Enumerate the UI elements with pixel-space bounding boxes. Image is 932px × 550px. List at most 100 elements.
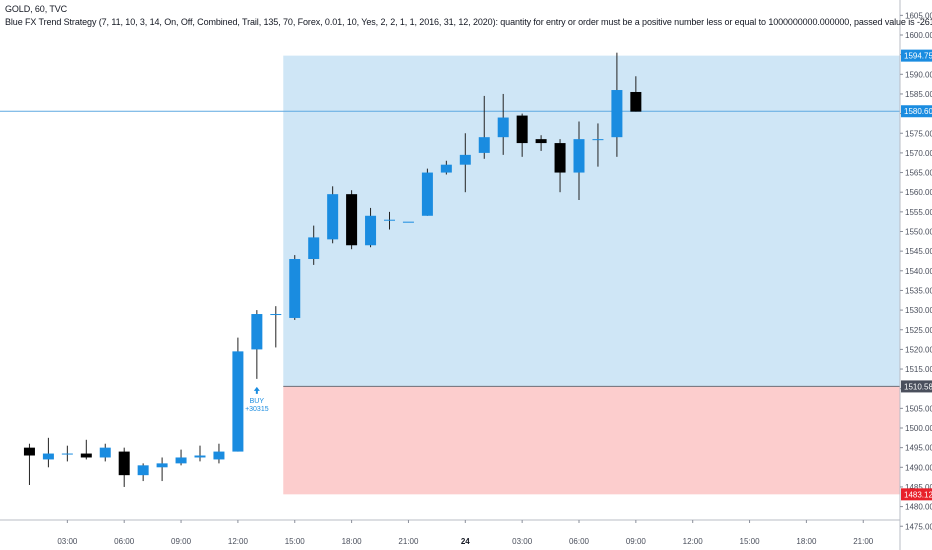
stop-price-tag: 1483.12 — [901, 488, 932, 501]
time-tick-label: 15:00 — [285, 537, 306, 546]
price-tick-label: 1565.00 — [905, 169, 932, 178]
candle[interactable] — [232, 337, 244, 452]
candle[interactable] — [80, 439, 92, 460]
candle-body — [194, 455, 206, 458]
price-tick-label: 1540.00 — [905, 267, 932, 276]
candle[interactable] — [478, 95, 490, 159]
price-tick-label: 1495.00 — [905, 444, 932, 453]
price-tick-label: 1545.00 — [905, 247, 932, 256]
candle[interactable] — [99, 443, 111, 462]
buy-arrow-icon — [253, 386, 260, 394]
target-price-tag: 1594.75 — [901, 49, 932, 62]
candle[interactable] — [213, 443, 225, 464]
candle-body — [535, 139, 547, 144]
price-tick-label: 1520.00 — [905, 345, 932, 354]
candle[interactable] — [42, 437, 54, 468]
candle[interactable] — [459, 133, 471, 193]
candle-body — [630, 91, 642, 112]
price-tick-label: 1550.00 — [905, 228, 932, 237]
strategy-status-line: Blue FX Trend Strategy (7, 11, 10, 3, 14… — [5, 17, 932, 27]
candle[interactable] — [554, 139, 566, 193]
candle[interactable] — [175, 449, 187, 466]
price-tick-label: 1560.00 — [905, 188, 932, 197]
price-tick-label: 1500.00 — [905, 424, 932, 433]
candle-body — [270, 314, 282, 316]
time-tick-label: 21:00 — [853, 537, 874, 546]
candle[interactable] — [592, 123, 604, 167]
price-tick-label: 1525.00 — [905, 326, 932, 335]
candle-body — [251, 314, 263, 350]
time-tick-label: 06:00 — [114, 537, 135, 546]
current-price-tag-text: 1580.60 — [904, 107, 932, 116]
candle-body — [459, 154, 471, 165]
time-tick-label: 15:00 — [740, 537, 761, 546]
candle-body — [137, 465, 149, 476]
candle-body — [402, 221, 414, 223]
candle[interactable] — [270, 306, 282, 348]
price-tick-label: 1600.00 — [905, 31, 932, 40]
candle-body — [611, 90, 623, 138]
candle-body — [308, 237, 320, 260]
time-tick-label: 09:00 — [626, 537, 647, 546]
candle[interactable] — [573, 121, 585, 201]
time-tick-label: 12:00 — [228, 537, 249, 546]
candle[interactable] — [440, 160, 452, 175]
candle[interactable] — [384, 211, 395, 230]
candle[interactable] — [251, 310, 263, 379]
time-tick-label: 18:00 — [342, 537, 363, 546]
candle-body — [327, 194, 339, 240]
candle-body — [80, 453, 92, 458]
candle[interactable] — [23, 443, 35, 485]
candle[interactable] — [327, 186, 339, 244]
candle-body — [23, 447, 35, 456]
candle[interactable] — [535, 135, 547, 151]
entry-price-tag-bg — [901, 380, 932, 393]
candle-body — [175, 457, 187, 464]
candle[interactable] — [421, 168, 433, 216]
time-tick-label: 21:00 — [398, 537, 419, 546]
candle[interactable] — [346, 190, 358, 250]
stop-price-tag-bg — [901, 488, 932, 501]
price-tick-label: 1590.00 — [905, 70, 932, 79]
price-tick-label: 1490.00 — [905, 463, 932, 472]
candle[interactable] — [402, 221, 414, 223]
symbol-title: GOLD, 60, TVC — [5, 4, 68, 14]
candle[interactable] — [289, 255, 301, 320]
candle-body — [365, 215, 377, 246]
time-tick-label: 09:00 — [171, 537, 192, 546]
candle-body — [99, 447, 111, 458]
price-tick-label: 1480.00 — [905, 503, 932, 512]
candle[interactable] — [308, 225, 320, 265]
candle-body — [42, 453, 54, 460]
candle-body — [573, 139, 585, 173]
candle[interactable] — [61, 445, 73, 462]
price-tick-label: 1585.00 — [905, 90, 932, 99]
candle[interactable] — [194, 445, 206, 462]
candle-body — [592, 139, 604, 141]
stop-price-tag-text: 1483.12 — [904, 490, 932, 499]
candle-body — [118, 451, 130, 476]
candle-body — [478, 137, 490, 153]
time-tick-label: 24 — [461, 537, 470, 546]
candle[interactable] — [630, 76, 642, 112]
target-price-tag-bg — [901, 49, 932, 62]
candle-body — [156, 463, 168, 468]
price-tick-label: 1485.00 — [905, 483, 932, 492]
price-tick-label: 1475.00 — [905, 522, 932, 531]
candle-body — [61, 453, 73, 455]
current-price-tag: 1580.60 — [901, 105, 932, 118]
candle[interactable] — [137, 463, 149, 482]
candle[interactable] — [516, 113, 528, 157]
price-tick-label: 1575.00 — [905, 129, 932, 138]
candle[interactable] — [118, 447, 130, 487]
candle[interactable] — [365, 207, 377, 248]
candle[interactable] — [611, 52, 623, 157]
candle-body — [289, 259, 301, 318]
time-tick-label: 12:00 — [683, 537, 704, 546]
time-tick-label: 03:00 — [512, 537, 533, 546]
candle[interactable] — [497, 93, 509, 155]
candle[interactable] — [156, 457, 168, 482]
entry-price-tag: 1510.58 — [901, 380, 932, 393]
